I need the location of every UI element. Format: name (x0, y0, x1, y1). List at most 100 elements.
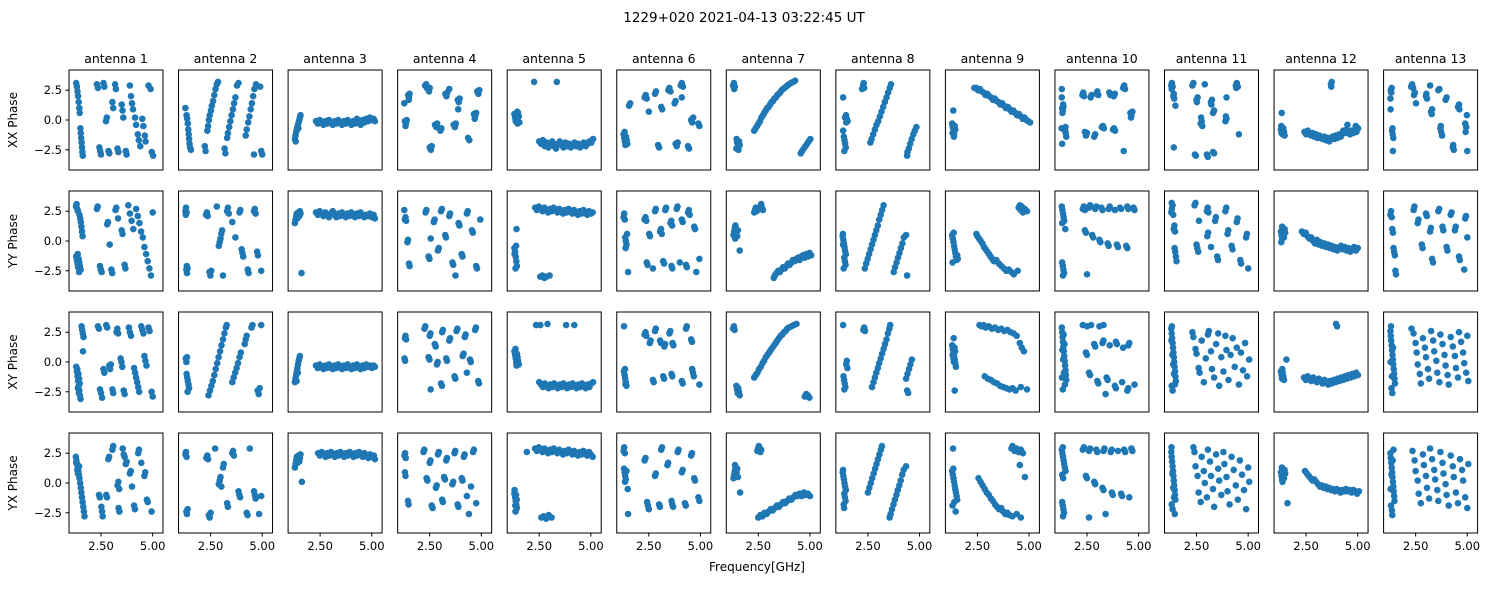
data-point (1125, 384, 1132, 392)
data-point (452, 120, 460, 127)
data-point (101, 369, 108, 377)
data-point (1210, 374, 1218, 381)
data-point (860, 84, 868, 92)
data-point (1093, 203, 1100, 210)
subplot-xx-ant2: antenna 2 (178, 51, 274, 171)
data-point (513, 257, 520, 265)
data-point (679, 380, 686, 387)
data-point (371, 363, 379, 371)
data-point (1443, 491, 1450, 499)
data-point (1085, 514, 1093, 521)
data-point (244, 119, 252, 126)
data-point (402, 336, 410, 343)
data-point (428, 142, 436, 150)
data-point (406, 90, 413, 98)
data-point (1083, 474, 1091, 482)
data-point (1171, 222, 1178, 229)
data-point (513, 496, 520, 504)
data-point (114, 330, 122, 337)
data-point (1210, 107, 1218, 114)
data-point (371, 215, 379, 222)
data-point (839, 127, 847, 134)
data-point (685, 145, 693, 152)
data-point (842, 119, 850, 126)
data-point (1390, 134, 1397, 142)
subplot-yy-ant11 (1164, 190, 1259, 292)
subplot-yy-ant3 (287, 190, 383, 292)
axes-box (616, 311, 712, 413)
data-point (652, 470, 660, 477)
subplot-yx-ant12: 2.50 5.00 (1273, 432, 1371, 553)
data-point (1086, 445, 1094, 452)
data-point (1435, 497, 1442, 505)
data-point (1226, 501, 1233, 508)
data-point (620, 210, 628, 217)
data-point (676, 259, 684, 266)
data-point (1435, 205, 1443, 213)
data-point (1204, 446, 1212, 454)
data-point (465, 510, 473, 518)
data-point (293, 377, 300, 385)
axes-box (835, 69, 931, 171)
data-point (131, 114, 139, 121)
data-point (143, 362, 150, 369)
data-point (652, 325, 660, 333)
data-point (209, 97, 217, 105)
data-point (246, 445, 254, 452)
data-point (1209, 485, 1217, 493)
data-point (141, 243, 148, 251)
data-point (137, 142, 144, 150)
x-tick-label: 5.00 (1345, 539, 1371, 553)
data-point (401, 357, 409, 365)
axes-box (397, 190, 493, 292)
data-point (683, 323, 691, 330)
data-point (589, 453, 596, 461)
data-point (1459, 477, 1467, 484)
data-point (1439, 459, 1446, 467)
data-point (1118, 492, 1126, 500)
data-point (589, 378, 597, 386)
data-point (887, 81, 895, 88)
data-point (1059, 101, 1067, 108)
data-point (1221, 460, 1228, 468)
data-point (1456, 256, 1464, 264)
data-point (297, 111, 304, 119)
data-point (670, 342, 677, 349)
data-point (108, 269, 116, 277)
data-point (1204, 153, 1212, 161)
data-point (422, 323, 429, 330)
data-point (463, 369, 471, 377)
data-point (903, 272, 911, 279)
data-point (296, 352, 304, 360)
data-point (97, 151, 105, 158)
data-point (645, 108, 653, 115)
data-point (254, 252, 262, 259)
data-point (1106, 203, 1113, 210)
data-point (449, 478, 457, 486)
data-point (693, 268, 700, 276)
x-tick-label: 5.00 (1016, 539, 1042, 553)
data-point (793, 320, 800, 328)
data-point (643, 95, 650, 102)
data-point (514, 108, 521, 115)
data-point (1192, 152, 1200, 159)
data-point (142, 250, 150, 258)
data-point (449, 261, 457, 269)
data-point (686, 211, 693, 219)
data-point (1231, 363, 1238, 371)
data-point (1215, 382, 1223, 390)
subplot-xy-ant5 (506, 311, 602, 413)
data-point (246, 113, 253, 120)
data-point (1058, 85, 1066, 93)
data-point (1413, 349, 1420, 356)
data-point (1198, 337, 1205, 344)
data-point (1099, 206, 1106, 214)
data-point (1195, 489, 1202, 496)
data-point (661, 340, 669, 348)
data-point (214, 78, 222, 86)
data-point (1131, 381, 1138, 388)
subplot-xx-ant1: antenna 1 2.5 0.0 −2.5 (34, 51, 164, 171)
data-point (1458, 466, 1466, 474)
data-point (1082, 229, 1090, 236)
data-point (1083, 129, 1091, 137)
